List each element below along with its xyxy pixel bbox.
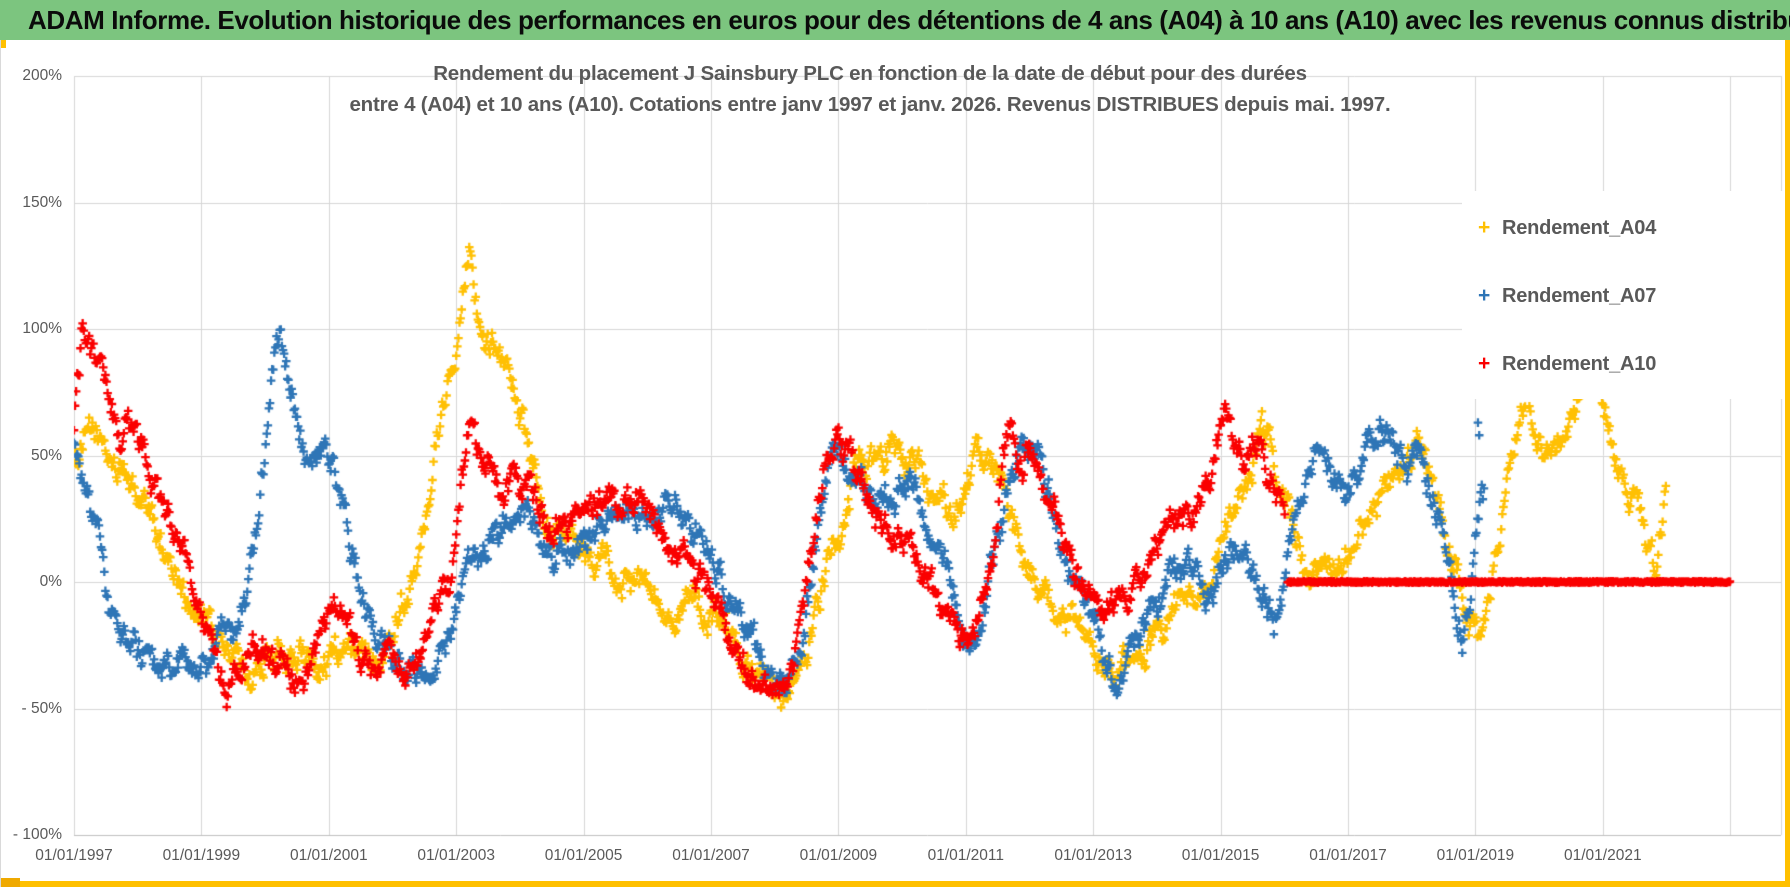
x-axis-tick-label: 01/01/1999 — [162, 847, 241, 864]
y-axis-tick-label: 100% — [22, 320, 62, 337]
x-axis-tick-label: 01/01/2003 — [417, 847, 495, 864]
legend-item-a07[interactable]: + Rendement_A07 — [1478, 281, 1783, 311]
y-axis-tick-label: 150% — [22, 193, 62, 211]
chart-title-line2: entre 4 (A04) et 10 ans (A10). Cotations… — [349, 93, 1391, 116]
legend-item-a10[interactable]: + Rendement_A10 — [1478, 349, 1783, 379]
plus-marker-icon: + — [1478, 284, 1491, 307]
x-axis-tick-label: 01/01/2017 — [1309, 847, 1387, 864]
gold-frame-bottom — [0, 881, 1790, 887]
legend-label: Rendement_A10 — [1502, 352, 1657, 375]
y-axis-tick-label: - 100% — [12, 826, 62, 843]
y-axis-tick-label: 200% — [22, 67, 62, 84]
plus-marker-icon: + — [1478, 216, 1491, 239]
x-axis-tick-label: 01/01/2009 — [799, 847, 878, 864]
header-bar: ADAM Informe. Evolution historique des p… — [0, 0, 1790, 40]
legend-label: Rendement_A04 — [1502, 216, 1657, 239]
legend-label: Rendement_A07 — [1502, 284, 1657, 307]
y-axis-tick-label: - 50% — [21, 699, 63, 717]
divider — [0, 40, 1, 887]
y-axis-tick-label: 0% — [39, 573, 62, 590]
x-axis-tick-label: 01/01/2013 — [1054, 847, 1132, 864]
chart-area: Rendement du placement J Sainsbury PLC e… — [0, 41, 1790, 887]
x-axis-tick-label: 01/01/2007 — [672, 847, 750, 864]
chart-title-line1: Rendement du placement J Sainsbury PLC e… — [433, 62, 1307, 85]
x-axis-tick-label: 01/01/2019 — [1436, 847, 1515, 864]
x-axis-tick-label: 01/01/2021 — [1564, 847, 1642, 864]
legend-item-a04[interactable]: + Rendement_A04 — [1478, 213, 1783, 243]
x-axis-tick-label: 01/01/1997 — [35, 847, 113, 864]
scatter-plot-canvas — [0, 41, 1790, 887]
gold-frame-right — [1785, 40, 1790, 887]
gold-frame-corner — [0, 878, 20, 887]
x-axis-tick-label: 01/01/2011 — [927, 847, 1005, 864]
chart-legend: + Rendement_A04 + Rendement_A07 + Rendem… — [1462, 191, 1783, 399]
x-axis-tick-label: 01/01/2001 — [290, 847, 368, 864]
gold-frame-left-tick — [0, 40, 6, 48]
x-axis-tick-label: 01/01/2005 — [544, 847, 623, 864]
plus-marker-icon: + — [1478, 352, 1491, 375]
y-axis-tick-label: 50% — [30, 446, 62, 464]
x-axis-tick-label: 01/01/2015 — [1181, 847, 1260, 864]
page-title: ADAM Informe. Evolution historique des p… — [28, 4, 1790, 35]
